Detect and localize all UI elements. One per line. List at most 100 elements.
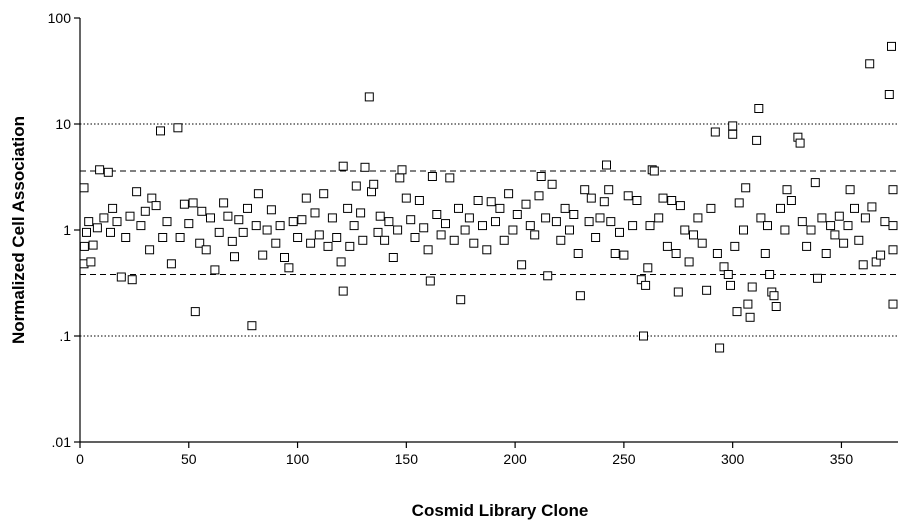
data-point <box>108 203 118 213</box>
data-point <box>106 227 115 237</box>
data-point <box>147 193 157 203</box>
x-tick-label: 100 <box>286 451 310 467</box>
data-point <box>319 189 329 199</box>
data-point <box>741 183 751 193</box>
data-point <box>84 217 94 227</box>
data-point <box>482 245 492 255</box>
data-point <box>375 211 385 221</box>
data-point <box>888 245 898 255</box>
x-tick-label: 350 <box>830 451 854 467</box>
data-point <box>752 135 762 145</box>
data-point <box>351 181 361 191</box>
data-point <box>275 221 285 231</box>
data-point <box>345 241 355 251</box>
data-point <box>491 217 500 227</box>
data-point <box>356 208 366 218</box>
data-point <box>543 271 553 281</box>
data-point <box>715 343 725 353</box>
data-point <box>667 196 677 205</box>
data-point <box>258 250 268 260</box>
data-point <box>460 225 470 235</box>
data-point <box>373 227 383 237</box>
data-point <box>810 178 820 188</box>
data-point <box>728 121 738 131</box>
data-point <box>797 217 807 227</box>
data-point <box>219 198 229 208</box>
y-tick-label: .1 <box>59 328 71 344</box>
axes <box>79 18 898 443</box>
data-point <box>575 291 585 301</box>
data-point <box>86 257 96 267</box>
data-point <box>103 167 113 177</box>
data-point <box>619 250 629 260</box>
data-point <box>536 172 546 181</box>
data-point <box>732 307 742 317</box>
data-point <box>132 187 142 197</box>
data-point <box>584 217 594 227</box>
data-point <box>197 206 207 216</box>
data-point <box>179 199 189 209</box>
data-point <box>850 203 859 213</box>
data-point <box>858 260 868 270</box>
data-point <box>591 233 601 242</box>
data-point <box>343 203 353 213</box>
data-point <box>645 221 655 231</box>
data-point <box>449 235 459 245</box>
data-point <box>595 213 605 223</box>
data-point <box>441 219 450 229</box>
data-point <box>769 291 779 301</box>
data-point <box>338 286 348 296</box>
data-point <box>771 302 781 311</box>
data-point <box>780 225 790 235</box>
data-point <box>530 230 540 240</box>
data-point <box>756 213 766 223</box>
data-point <box>654 213 664 223</box>
data-point <box>288 217 298 227</box>
data-point <box>358 235 368 245</box>
y-tick-label: 10 <box>55 116 71 132</box>
data-point <box>338 161 348 171</box>
data-point <box>643 263 653 273</box>
data-point <box>786 196 796 205</box>
data-point <box>888 185 898 195</box>
data-point <box>534 191 544 201</box>
data-point <box>88 240 98 250</box>
data-point <box>427 172 437 181</box>
data-point <box>271 238 281 248</box>
data-point <box>327 213 337 223</box>
data-point <box>628 221 638 231</box>
data-point <box>190 307 200 317</box>
data-point <box>658 193 668 203</box>
data-point <box>760 249 770 258</box>
data-point <box>517 260 527 270</box>
data-point <box>702 285 712 295</box>
data-point <box>710 127 720 137</box>
data-point <box>525 221 535 231</box>
data-point <box>586 193 596 203</box>
data-point <box>92 223 102 233</box>
data-point <box>880 217 890 227</box>
data-point <box>795 138 805 148</box>
data-point <box>649 166 659 176</box>
data-point <box>839 238 849 248</box>
data-point <box>380 235 390 245</box>
data-point <box>580 185 590 195</box>
data-point <box>456 295 466 305</box>
data-point <box>360 162 370 172</box>
data-point <box>445 173 455 183</box>
data-point <box>406 215 416 225</box>
data-point <box>206 213 215 223</box>
data-point <box>136 221 146 231</box>
data-point <box>251 221 261 231</box>
data-point <box>227 236 237 246</box>
data-point <box>121 233 131 242</box>
data-point <box>425 276 435 286</box>
data-point <box>234 215 244 225</box>
data-point <box>606 217 616 227</box>
data-point <box>156 126 165 136</box>
data-point <box>876 250 886 260</box>
data-point <box>397 165 407 175</box>
data-point <box>247 321 257 331</box>
data-point <box>802 241 812 251</box>
data-point <box>512 210 522 219</box>
